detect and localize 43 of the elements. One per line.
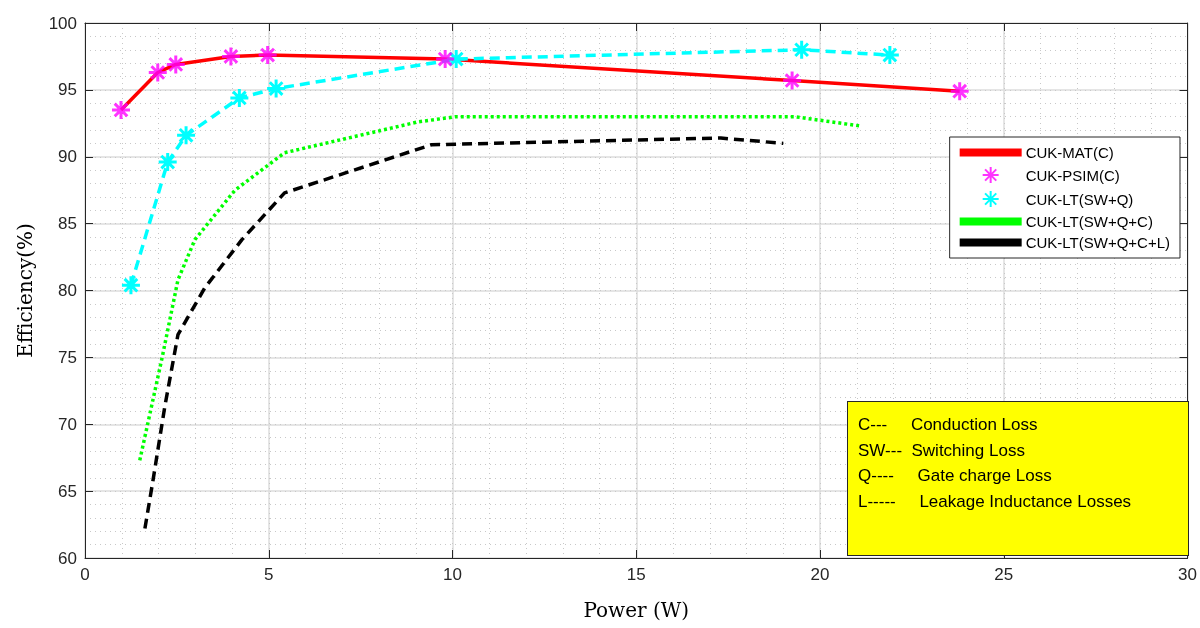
y-tick-label: 100 [48, 13, 77, 33]
point [147, 61, 169, 83]
x-tick-label: 20 [810, 565, 830, 584]
x-tick-label: 15 [626, 565, 646, 584]
point [220, 45, 242, 67]
x-tick-label: 25 [994, 565, 1014, 584]
y-tick-label: 60 [58, 548, 77, 568]
line-series [143, 136, 786, 531]
point [791, 39, 813, 61]
x-tick-label: 10 [443, 565, 462, 584]
legend-label: CUK-PSIM(C) [1025, 166, 1120, 184]
y-tick-label: 65 [58, 481, 77, 501]
y-tick-label: 95 [58, 80, 77, 100]
annotation: Q---- Gate charge Loss [858, 465, 1053, 487]
y-tick-label: 80 [58, 281, 77, 300]
point [949, 80, 971, 102]
y-tick-label: 70 [58, 414, 77, 434]
point [120, 274, 142, 296]
x-axis-title: Power (W) [583, 598, 690, 622]
y-axis-title: Efficiency(%) [13, 223, 37, 358]
legend-label: CUK-MAT(C) [1025, 144, 1114, 161]
point [434, 48, 456, 70]
point [879, 44, 901, 66]
annotation: C--- Conduction Loss [858, 414, 1039, 436]
point [781, 70, 803, 92]
y-tick-label: 90 [58, 147, 77, 167]
point [257, 44, 279, 66]
y-tick-label: 85 [58, 214, 77, 234]
annotation: L----- Leakage Inductance Losses [858, 490, 1133, 513]
legend-label: CUK-LT(SW+Q+C) [1025, 213, 1153, 230]
x-tick-label: 5 [264, 565, 274, 584]
x-tick-label: 0 [80, 565, 90, 584]
point [265, 78, 287, 100]
legend-label: CUK-LT(SW+Q+C+L) [1025, 234, 1171, 251]
point [110, 99, 132, 121]
point [175, 124, 197, 146]
point [165, 53, 187, 75]
legend-label: CUK-LT(SW+Q) [1025, 190, 1134, 208]
point [157, 151, 179, 173]
x-tick-label: 30 [1178, 565, 1198, 584]
point [228, 87, 250, 109]
annotation: SW--- Switching Loss [858, 439, 1026, 462]
y-tick-label: 75 [58, 347, 77, 367]
